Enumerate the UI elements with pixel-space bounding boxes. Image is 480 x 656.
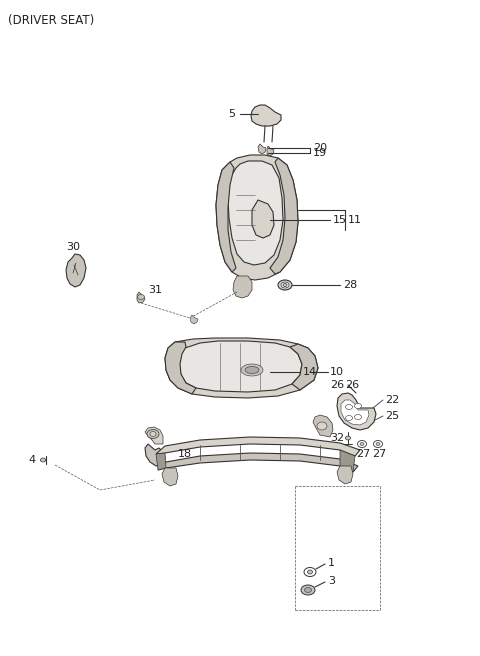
Polygon shape: [267, 146, 274, 156]
Text: 14: 14: [303, 367, 317, 377]
Polygon shape: [145, 427, 163, 444]
Ellipse shape: [376, 443, 380, 445]
Text: 3: 3: [328, 576, 335, 586]
Ellipse shape: [301, 585, 315, 595]
Polygon shape: [165, 342, 196, 394]
Polygon shape: [165, 338, 318, 398]
Ellipse shape: [147, 430, 159, 438]
Text: 27: 27: [356, 449, 370, 459]
Text: 10: 10: [330, 367, 344, 377]
Ellipse shape: [358, 440, 367, 447]
Ellipse shape: [241, 364, 263, 376]
Text: 28: 28: [343, 280, 357, 290]
Ellipse shape: [137, 295, 144, 300]
Text: 30: 30: [66, 242, 80, 252]
Polygon shape: [66, 254, 86, 287]
Polygon shape: [216, 162, 236, 272]
Text: 18: 18: [178, 449, 192, 459]
Ellipse shape: [360, 443, 364, 445]
Polygon shape: [216, 155, 298, 280]
Polygon shape: [179, 341, 302, 392]
Text: 31: 31: [148, 285, 162, 295]
Polygon shape: [251, 105, 281, 126]
Text: 5: 5: [228, 109, 235, 119]
Ellipse shape: [245, 367, 259, 373]
Ellipse shape: [283, 283, 287, 287]
Polygon shape: [290, 344, 318, 390]
Ellipse shape: [355, 415, 361, 419]
Polygon shape: [341, 400, 369, 425]
Polygon shape: [137, 292, 145, 303]
Ellipse shape: [346, 415, 352, 420]
Ellipse shape: [278, 280, 292, 290]
Text: (DRIVER SEAT): (DRIVER SEAT): [8, 14, 94, 27]
Text: 19: 19: [313, 148, 327, 158]
Ellipse shape: [304, 588, 312, 592]
Text: 32: 32: [330, 433, 344, 443]
Text: 20: 20: [313, 143, 327, 153]
Polygon shape: [162, 468, 178, 486]
Polygon shape: [337, 466, 353, 484]
Text: 11: 11: [348, 215, 362, 225]
Polygon shape: [258, 144, 266, 154]
Polygon shape: [190, 315, 198, 324]
Text: 27: 27: [372, 449, 386, 459]
Polygon shape: [156, 437, 360, 456]
Polygon shape: [313, 415, 333, 437]
Polygon shape: [158, 453, 358, 472]
Polygon shape: [270, 158, 298, 274]
Ellipse shape: [346, 405, 352, 409]
Text: 1: 1: [328, 558, 335, 568]
Ellipse shape: [304, 567, 316, 577]
Polygon shape: [340, 450, 355, 472]
Text: 15: 15: [333, 215, 347, 225]
Polygon shape: [252, 200, 274, 238]
Ellipse shape: [150, 432, 156, 436]
Ellipse shape: [373, 440, 383, 447]
Ellipse shape: [40, 458, 46, 462]
Text: 22: 22: [385, 395, 399, 405]
Polygon shape: [233, 276, 252, 298]
Text: 26: 26: [345, 380, 359, 390]
Ellipse shape: [346, 436, 350, 440]
Polygon shape: [228, 161, 283, 265]
Text: 25: 25: [385, 411, 399, 421]
Ellipse shape: [317, 422, 327, 430]
Polygon shape: [156, 453, 166, 470]
Polygon shape: [145, 444, 165, 466]
Ellipse shape: [281, 282, 289, 288]
Text: 4: 4: [28, 455, 35, 465]
Ellipse shape: [308, 570, 312, 574]
Ellipse shape: [355, 403, 361, 409]
Text: 26: 26: [330, 380, 344, 390]
Polygon shape: [337, 393, 376, 430]
